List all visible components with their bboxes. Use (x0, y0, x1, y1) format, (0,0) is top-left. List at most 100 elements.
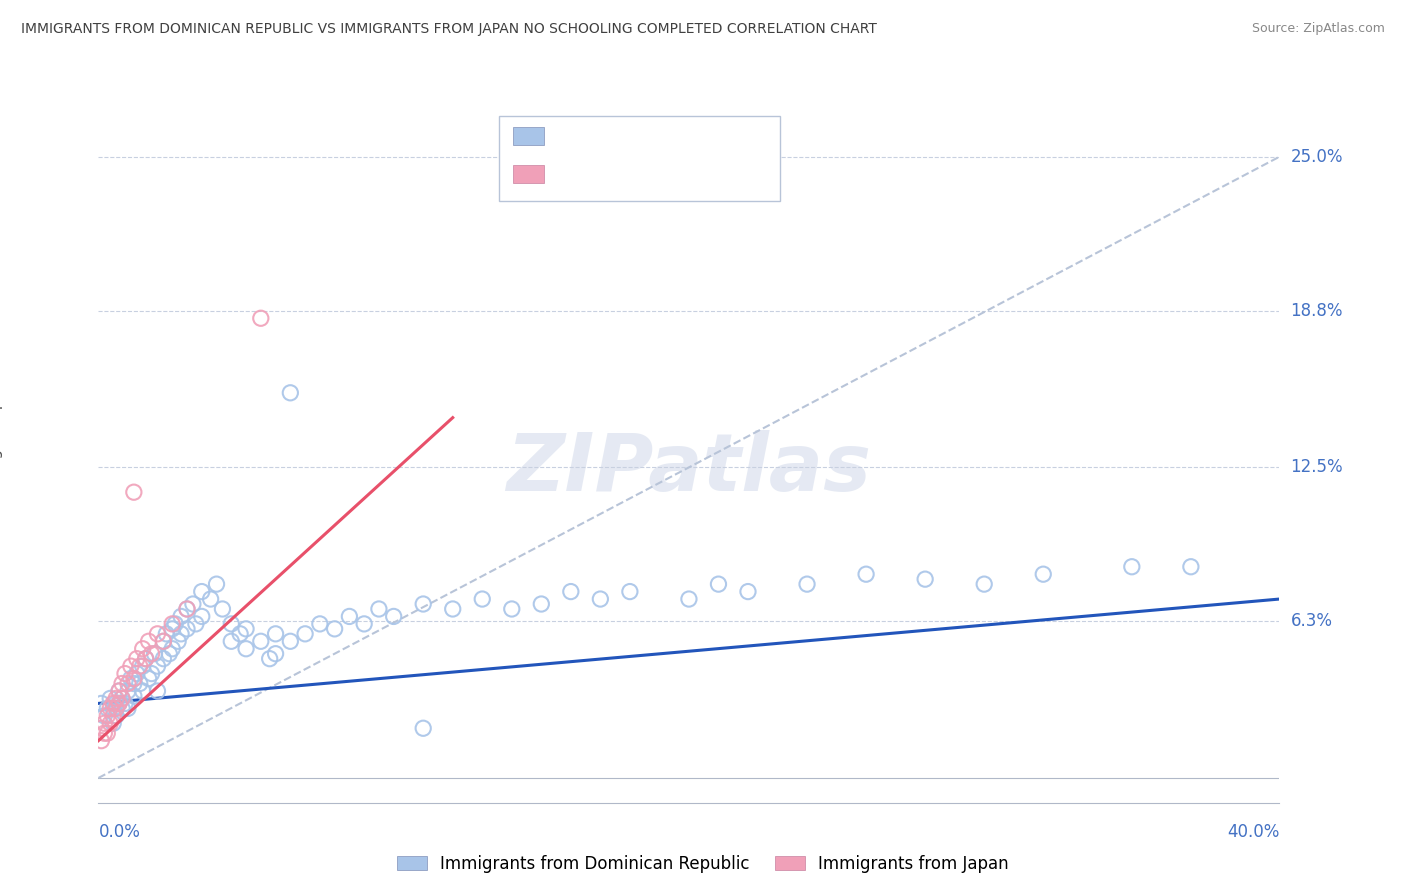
Point (162, 616, 183, 631)
Point (412, 597, 434, 611)
Point (1032, 567, 1054, 582)
Point (278, 634, 302, 648)
Point (191, 609, 214, 624)
Point (105, 691, 128, 706)
Point (90, 733, 112, 747)
Point (914, 572, 936, 586)
Point (128, 659, 150, 673)
Point (103, 697, 125, 711)
Point (167, 634, 190, 648)
Point (108, 684, 131, 698)
Point (219, 616, 242, 631)
Point (103, 708, 125, 723)
Point (184, 616, 207, 631)
Point (141, 666, 163, 681)
Point (152, 634, 174, 648)
Point (368, 602, 391, 616)
Text: No Schooling Completed: No Schooling Completed (0, 360, 3, 549)
Point (441, 602, 464, 616)
Point (155, 627, 177, 641)
Point (138, 672, 160, 686)
Point (114, 666, 136, 681)
Point (98, 701, 121, 715)
Point (707, 577, 730, 591)
Point (111, 691, 134, 706)
Point (103, 716, 125, 731)
Point (98, 716, 121, 731)
Point (146, 627, 169, 641)
Point (170, 627, 193, 641)
Point (114, 697, 136, 711)
Point (412, 721, 434, 735)
Point (135, 651, 157, 665)
Point (200, 592, 222, 607)
Point (229, 627, 252, 641)
Point (122, 485, 145, 500)
Point (143, 647, 166, 661)
Point (108, 697, 131, 711)
Point (176, 622, 198, 636)
Point (796, 577, 818, 591)
Point (235, 622, 257, 636)
Point (235, 641, 257, 656)
Point (146, 684, 169, 698)
Point (93, 708, 115, 723)
Point (105, 701, 128, 715)
Point (560, 584, 582, 599)
Point (96, 726, 118, 740)
Point (165, 616, 187, 631)
Point (105, 708, 128, 723)
Point (471, 592, 494, 607)
Point (138, 634, 160, 648)
Point (382, 609, 405, 624)
Point (122, 672, 145, 686)
Point (176, 602, 198, 616)
Point (141, 647, 163, 661)
Point (146, 659, 169, 673)
Point (530, 597, 553, 611)
Text: 18.8%: 18.8% (1291, 301, 1343, 320)
Point (132, 684, 155, 698)
Point (108, 697, 131, 711)
Text: ZIPatlas: ZIPatlas (506, 430, 872, 508)
Point (619, 584, 641, 599)
Point (120, 672, 142, 686)
Text: R = 0.395   N = 82: R = 0.395 N = 82 (555, 127, 713, 145)
Point (128, 676, 150, 690)
Point (117, 701, 139, 715)
Point (122, 676, 145, 690)
Point (117, 676, 139, 690)
Point (250, 634, 273, 648)
Point (337, 609, 360, 624)
Point (1180, 559, 1202, 574)
Text: 6.3%: 6.3% (1291, 613, 1333, 631)
Point (152, 651, 174, 665)
Text: 40.0%: 40.0% (1227, 822, 1279, 840)
Point (111, 691, 134, 706)
Point (125, 651, 148, 665)
Text: Source: ZipAtlas.com: Source: ZipAtlas.com (1251, 22, 1385, 36)
Point (132, 659, 155, 673)
Text: 25.0%: 25.0% (1291, 148, 1343, 166)
Point (93, 726, 115, 740)
Point (108, 684, 131, 698)
Point (93, 716, 115, 731)
Point (122, 689, 145, 703)
Point (90, 697, 112, 711)
Point (264, 647, 287, 661)
Point (191, 584, 214, 599)
Point (111, 701, 134, 715)
Point (589, 592, 612, 607)
Point (259, 651, 281, 665)
Point (219, 634, 242, 648)
Point (157, 647, 180, 661)
Point (973, 577, 995, 591)
Point (309, 616, 332, 631)
Point (1121, 559, 1143, 574)
Point (501, 602, 523, 616)
Text: 12.5%: 12.5% (1291, 458, 1343, 476)
Point (103, 701, 125, 715)
Legend: Immigrants from Dominican Republic, Immigrants from Japan: Immigrants from Dominican Republic, Immi… (391, 848, 1015, 880)
Point (98, 691, 121, 706)
Point (152, 634, 174, 648)
